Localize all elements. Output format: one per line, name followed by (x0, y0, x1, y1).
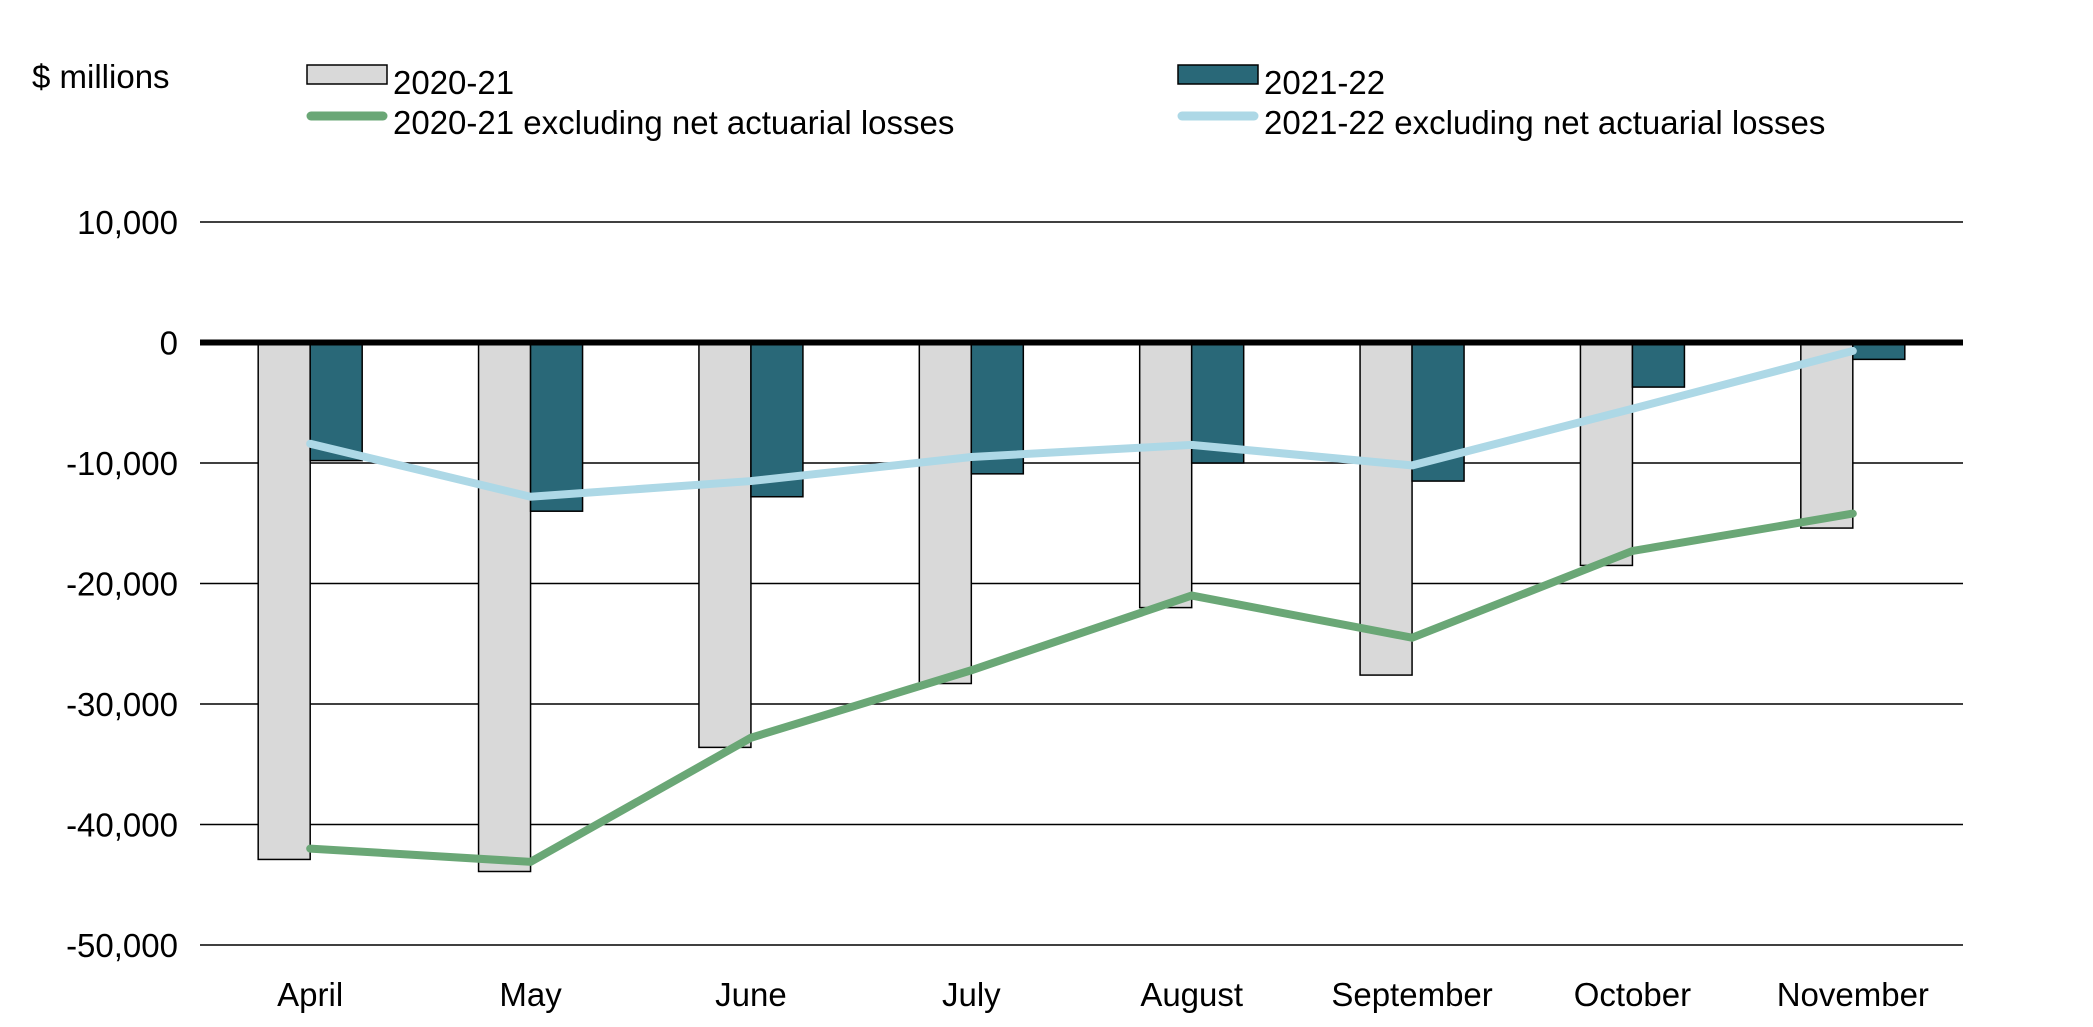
y-tick-label: 0 (160, 325, 178, 362)
y-tick-label: -10,000 (66, 445, 178, 482)
bar-2021-22 (1631, 341, 1686, 388)
bar-2020-21 (1800, 341, 1854, 529)
legend: 2020-21 2021-22 2020-21 excluding net actu… (306, 64, 1825, 141)
x-tick-label: July (942, 976, 1001, 1013)
x-tick-label: November (1777, 976, 1929, 1013)
x-axis-ticks: April May June July August September October No… (277, 976, 1929, 1013)
y-axis-unit-label: $ millions (32, 58, 170, 95)
bar-2020-21 (918, 341, 973, 685)
y-tick-label: -20,000 (66, 566, 178, 603)
bar-2020-21 (257, 341, 311, 861)
gridlines (200, 221, 1963, 946)
bar-2021-22 (529, 341, 584, 512)
bar-2020-21 (1579, 341, 1634, 567)
legend-label: 2020-21 excluding net actuarial losses (393, 104, 954, 141)
y-tick-label: -40,000 (66, 807, 178, 844)
legend-swatch (306, 64, 388, 85)
legend-label: 2021-22 (1264, 64, 1385, 101)
bars (257, 341, 1906, 873)
y-tick-label: -30,000 (66, 686, 178, 723)
x-tick-label: October (1574, 976, 1691, 1013)
legend-item: 2021-22 (1177, 64, 1385, 101)
legend-label: 2021-22 excluding net actuarial losses (1264, 104, 1825, 141)
x-tick-label: June (715, 976, 787, 1013)
legend-swatch (1177, 64, 1259, 85)
legend-item: 2020-21 excluding net actuarial losses (306, 104, 954, 141)
bar-2020-21 (698, 341, 752, 749)
bar-2021-22 (309, 341, 363, 462)
x-tick-label: September (1331, 976, 1492, 1013)
legend-label: 2020-21 (393, 64, 514, 101)
x-tick-label: April (277, 976, 343, 1013)
bar-2020-21 (1138, 341, 1193, 609)
legend-item: 2021-22 excluding net actuarial losses (1177, 104, 1825, 141)
x-tick-label: May (499, 976, 562, 1013)
x-tick-label: August (1140, 976, 1243, 1013)
bar-2021-22 (750, 341, 804, 498)
y-tick-label: 10,000 (77, 204, 178, 241)
line-2021-22 excluding net actuarial losses (306, 346, 1857, 501)
lines (306, 346, 1857, 866)
bar-2020-21 (477, 341, 532, 873)
line-2020-21 excluding net actuarial losses (306, 509, 1857, 866)
y-axis-ticks: 10,000 0 -10,000 -20,000 -30,000 -40,000 -50,0… (66, 204, 178, 964)
legend-item: 2020-21 (306, 64, 514, 101)
y-tick-label: -50,000 (66, 927, 178, 964)
bar-2020-21 (1359, 341, 1413, 676)
